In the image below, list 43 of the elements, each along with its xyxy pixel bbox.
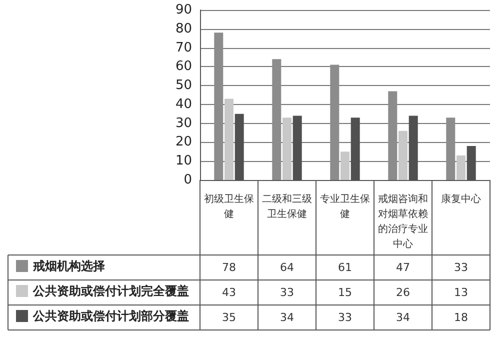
y-tick-label: 40 [175, 96, 192, 112]
x-tick-label: 康复中心 [441, 193, 481, 205]
y-tick-label: 90 [175, 2, 192, 18]
bar [214, 32, 224, 180]
data-label: 78 [222, 261, 236, 274]
data-label: 64 [280, 261, 294, 274]
data-label: 47 [396, 261, 410, 274]
data-label: 61 [338, 261, 352, 274]
bar [330, 64, 340, 180]
y-tick-label: 20 [175, 134, 192, 150]
y-tick-label: 70 [175, 40, 192, 56]
data-label: 18 [454, 311, 468, 324]
y-tick-label: 60 [175, 59, 192, 74]
data-label: 34 [396, 311, 410, 324]
data-label: 35 [222, 311, 236, 324]
data-label: 34 [280, 311, 294, 324]
y-tick-label: 50 [175, 78, 192, 94]
bar [388, 91, 398, 180]
y-tick-label: 80 [175, 21, 192, 36]
data-label: 33 [454, 261, 468, 274]
y-tick-label: 0 [184, 172, 192, 188]
bar [456, 155, 466, 180]
data-label: 15 [338, 286, 352, 299]
bar [340, 152, 350, 180]
bar [272, 59, 282, 180]
y-tick-label: 30 [175, 116, 192, 131]
bar [446, 118, 456, 180]
data-label: 26 [396, 286, 410, 299]
bar [282, 118, 292, 180]
legend-label: 公共资助或偿付计划部分覆盖 [32, 309, 189, 323]
data-label: 33 [338, 311, 352, 324]
x-tick-label: 二级和三级卫生保健 [262, 193, 312, 220]
legend-label: 戒烟机构选择 [32, 259, 105, 273]
x-tick-label: 初级卫生保健 [204, 193, 254, 220]
data-label: 13 [454, 286, 468, 299]
y-tick-label: 10 [175, 154, 192, 169]
x-tick-label: 戒烟咨询和对烟草依赖的治疗专业中心 [378, 193, 428, 250]
legend-label: 公共资助或偿付计划完全覆盖 [32, 284, 189, 298]
bar [398, 130, 408, 180]
data-label: 33 [280, 286, 294, 299]
data-label: 43 [222, 286, 236, 299]
bar [224, 98, 234, 180]
x-tick-label: 专业卫生保健 [320, 193, 370, 220]
